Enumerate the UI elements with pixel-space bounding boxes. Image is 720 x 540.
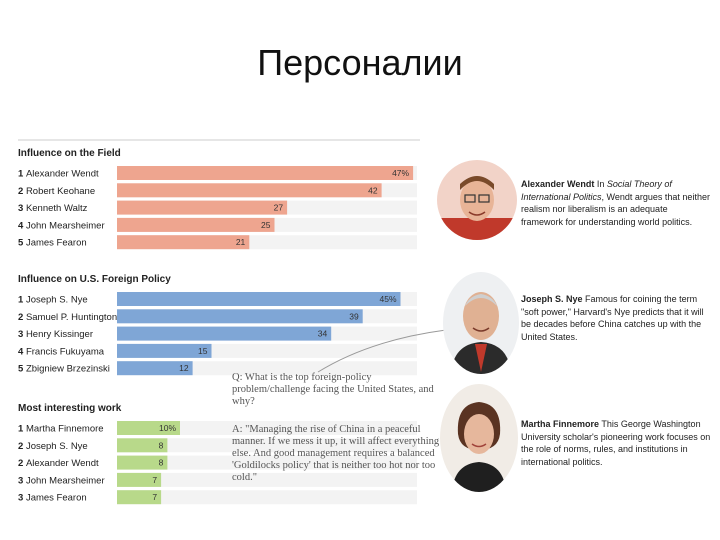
value-label-1-2: 34 xyxy=(318,329,328,339)
row-label-1-1: 2 Samuel P. Huntington xyxy=(18,312,117,323)
bar-track-2-4 xyxy=(117,490,417,505)
bar-0-3 xyxy=(117,217,275,232)
bio-nye: Joseph S. Nye Famous for coining the ter… xyxy=(521,293,711,343)
value-label-2-3: 7 xyxy=(152,475,157,485)
value-label-1-4: 12 xyxy=(179,363,189,373)
row-label-2-0: 1 Martha Finnemore xyxy=(18,424,104,435)
row-label-0-1: 2 Robert Keohane xyxy=(18,186,95,197)
value-label-2-4: 7 xyxy=(152,492,157,502)
bio-wendt-book: Social Theory of International Politics xyxy=(521,179,672,202)
bar-2-3 xyxy=(117,472,162,487)
qa-question: Q: What is the top foreign-policy proble… xyxy=(232,372,434,407)
bar-0-2 xyxy=(117,200,288,215)
row-label-0-0: 1 Alexander Wendt xyxy=(18,169,99,180)
bar-1-2 xyxy=(117,326,332,341)
bar-1-4 xyxy=(117,361,193,376)
bar-track-2-1 xyxy=(117,438,417,453)
bar-track-2-2 xyxy=(117,455,417,470)
bar-2-1 xyxy=(117,438,168,453)
bar-1-0 xyxy=(117,292,401,306)
wendt-photo xyxy=(437,160,517,240)
row-label-2-1: 2 Joseph S. Nye xyxy=(18,441,88,452)
slide-title: Персоналии xyxy=(257,42,463,83)
value-label-2-1: 8 xyxy=(159,440,164,450)
bar-0-1 xyxy=(117,183,382,198)
bio-nye-text: Famous for coining the term "soft power,… xyxy=(521,294,704,342)
row-label-0-3: 4 John Mearsheimer xyxy=(18,220,105,231)
bar-1-3 xyxy=(117,343,212,358)
section-title-1: Influence on U.S. Foreign Policy xyxy=(18,274,171,285)
bar-track-2-3 xyxy=(117,472,417,487)
value-label-0-3: 25 xyxy=(261,220,271,230)
bar-2-2 xyxy=(117,455,168,470)
nye-photo xyxy=(443,272,519,374)
value-label-1-3: 15 xyxy=(198,346,208,356)
row-label-1-0: 1 Joseph S. Nye xyxy=(18,295,88,306)
value-label-0-2: 27 xyxy=(274,203,284,213)
bio-finnemore-text: This George Washington University schola… xyxy=(521,419,711,467)
value-label-1-0: 45% xyxy=(379,294,396,304)
bar-2-0 xyxy=(117,421,180,435)
bar-0-4 xyxy=(117,235,250,250)
bio-wendt: Alexander Wendt In Social Theory of Inte… xyxy=(521,178,711,228)
bar-0-0 xyxy=(117,166,414,180)
row-label-0-2: 3 Kenneth Waltz xyxy=(18,203,88,214)
row-label-2-4: 3 James Fearon xyxy=(18,493,87,504)
section-title-2: Most interesting work xyxy=(18,403,122,414)
value-label-0-1: 42 xyxy=(368,185,378,195)
value-label-0-0: 47% xyxy=(392,168,409,178)
bar-track-2-0 xyxy=(117,421,417,435)
row-label-2-3: 3 John Mearsheimer xyxy=(18,475,105,486)
bar-1-1 xyxy=(117,309,363,324)
section-title-0: Influence on the Field xyxy=(18,148,121,159)
bio-nye-name: Joseph S. Nye xyxy=(521,294,583,304)
bio-wendt-text-b: , Wendt argues that neither realism nor … xyxy=(521,191,710,227)
bar-2-4 xyxy=(117,490,162,505)
qa-answer: A: "Managing the rise of China in a peac… xyxy=(232,424,440,483)
row-label-2-2: 2 Alexander Wendt xyxy=(18,458,99,469)
row-label-1-2: 3 Henry Kissinger xyxy=(18,329,93,340)
bio-finnemore-name: Martha Finnemore xyxy=(521,419,600,429)
value-label-2-0: 10% xyxy=(159,423,176,433)
bio-wendt-text-a: In xyxy=(594,179,607,189)
value-label-0-4: 21 xyxy=(236,237,246,247)
bio-wendt-name: Alexander Wendt xyxy=(521,179,595,189)
row-label-1-3: 4 Francis Fukuyama xyxy=(18,346,105,357)
value-label-2-2: 8 xyxy=(159,458,164,468)
bio-finnemore: Martha Finnemore This George Washington … xyxy=(521,418,711,468)
row-label-0-4: 5 James Fearon xyxy=(18,238,87,249)
value-label-1-1: 39 xyxy=(349,311,359,321)
row-label-1-4: 5 Zbigniew Brzezinski xyxy=(18,364,110,375)
finnemore-photo xyxy=(440,384,518,492)
